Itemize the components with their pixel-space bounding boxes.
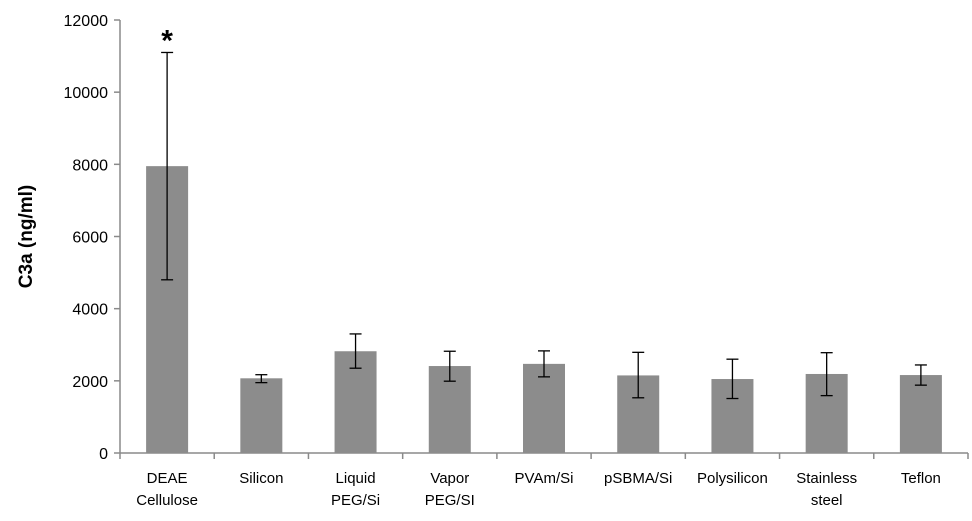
x-category-label: Cellulose <box>136 492 198 509</box>
x-category-label: PVAm/Si <box>515 470 574 487</box>
y-tick-label: 10000 <box>64 85 109 102</box>
x-category-label: Polysilicon <box>697 470 768 487</box>
bar <box>240 378 283 453</box>
x-category-label: Teflon <box>901 470 941 487</box>
y-tick-label: 4000 <box>72 302 108 319</box>
y-tick-label: 2000 <box>72 374 108 391</box>
x-category-label: Silicon <box>239 470 283 487</box>
y-tick-label: 8000 <box>72 157 108 174</box>
y-tick-label: 12000 <box>64 13 109 30</box>
x-category-label: Stainless <box>796 470 857 487</box>
labels: 0 2000 4000 6000 8000 10000 12000 DEAE Cellulose… <box>16 13 941 509</box>
bars <box>146 166 942 453</box>
bar <box>523 363 565 453</box>
x-category-label: PEG/Si <box>331 492 380 509</box>
x-category-label: PEG/SI <box>425 492 475 509</box>
y-tick-label: 0 <box>99 446 108 463</box>
x-category-label: Liquid <box>336 470 376 487</box>
x-category-label: pSBMA/Si <box>604 470 672 487</box>
significance-marker: * <box>161 24 173 57</box>
y-axis-title: C3a (ng/ml) <box>16 185 37 288</box>
error-bars <box>161 51 927 400</box>
y-tick-label: 6000 <box>72 230 108 247</box>
x-category-label: Vapor <box>430 470 469 487</box>
x-category-label: steel <box>811 492 843 509</box>
x-category-label: DEAE <box>147 470 188 487</box>
bar <box>899 375 942 453</box>
